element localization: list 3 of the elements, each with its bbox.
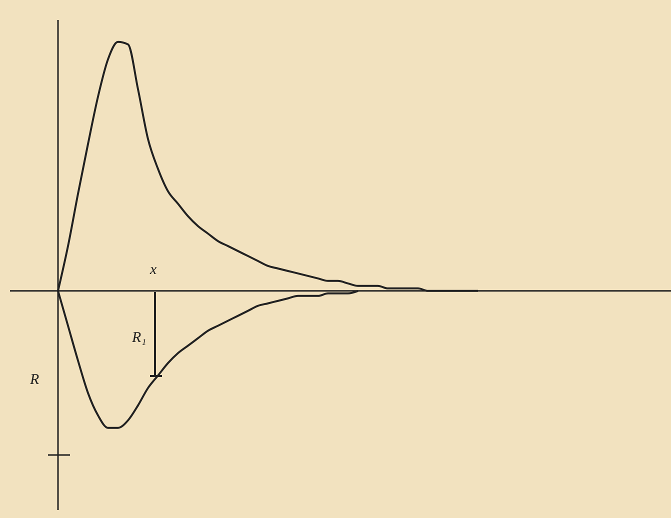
annotation: R₁ [132, 330, 146, 347]
text: R [30, 372, 40, 389]
annotation: x [150, 262, 157, 279]
